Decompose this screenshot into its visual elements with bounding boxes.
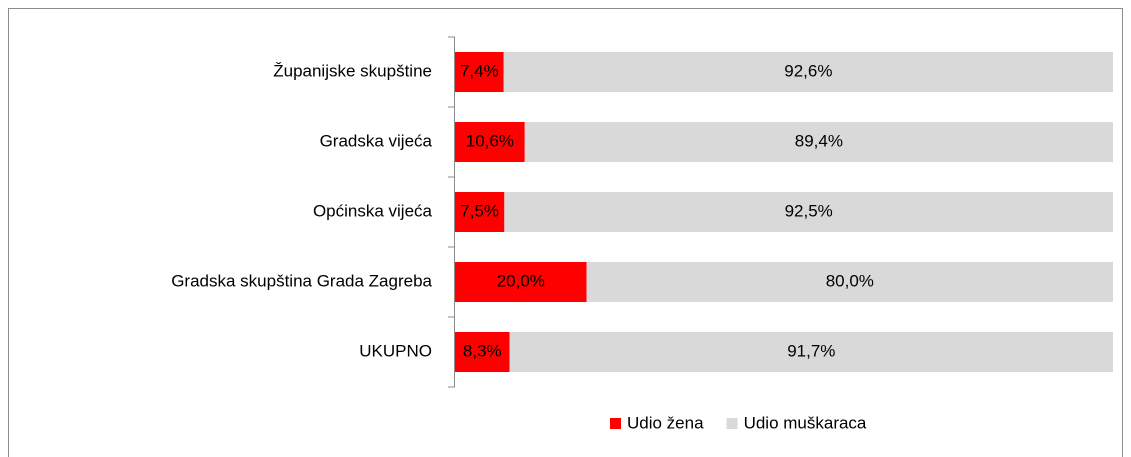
data-label: 89,4%	[795, 131, 843, 150]
chart-frame	[8, 8, 1123, 457]
legend-label: Udio žena	[627, 413, 704, 432]
y-tick-label: UKUPNO	[359, 341, 432, 360]
data-label: 8,3%	[463, 341, 502, 360]
legend-swatch	[610, 418, 621, 429]
data-label: 7,5%	[460, 201, 499, 220]
data-label: 80,0%	[826, 271, 874, 290]
bar-segment	[455, 332, 510, 372]
data-label: 92,6%	[784, 61, 832, 80]
bar-segment	[455, 262, 587, 302]
data-label: 92,5%	[785, 201, 833, 220]
y-tick-label: Općinska vijeća	[313, 201, 433, 220]
bar-segment	[504, 192, 1114, 232]
y-tick-label: Gradska skupština Grada Zagreba	[171, 271, 432, 290]
bar-segment	[586, 262, 1113, 302]
bar-segment	[509, 332, 1113, 372]
data-label: 20,0%	[497, 271, 545, 290]
y-tick-label: Županijske skupštine	[273, 61, 432, 80]
bar-segment	[455, 122, 525, 162]
bar-segment	[524, 122, 1113, 162]
legend-swatch	[726, 418, 738, 429]
legend-label: Udio muškaraca	[744, 413, 867, 432]
bar-segment	[455, 52, 504, 92]
data-label: 10,6%	[466, 131, 514, 150]
bar-segment	[503, 52, 1113, 92]
data-label: 91,7%	[787, 341, 835, 360]
bar-segment	[455, 192, 505, 232]
y-tick-label: Gradska vijeća	[320, 131, 433, 150]
data-label: 7,4%	[460, 61, 499, 80]
